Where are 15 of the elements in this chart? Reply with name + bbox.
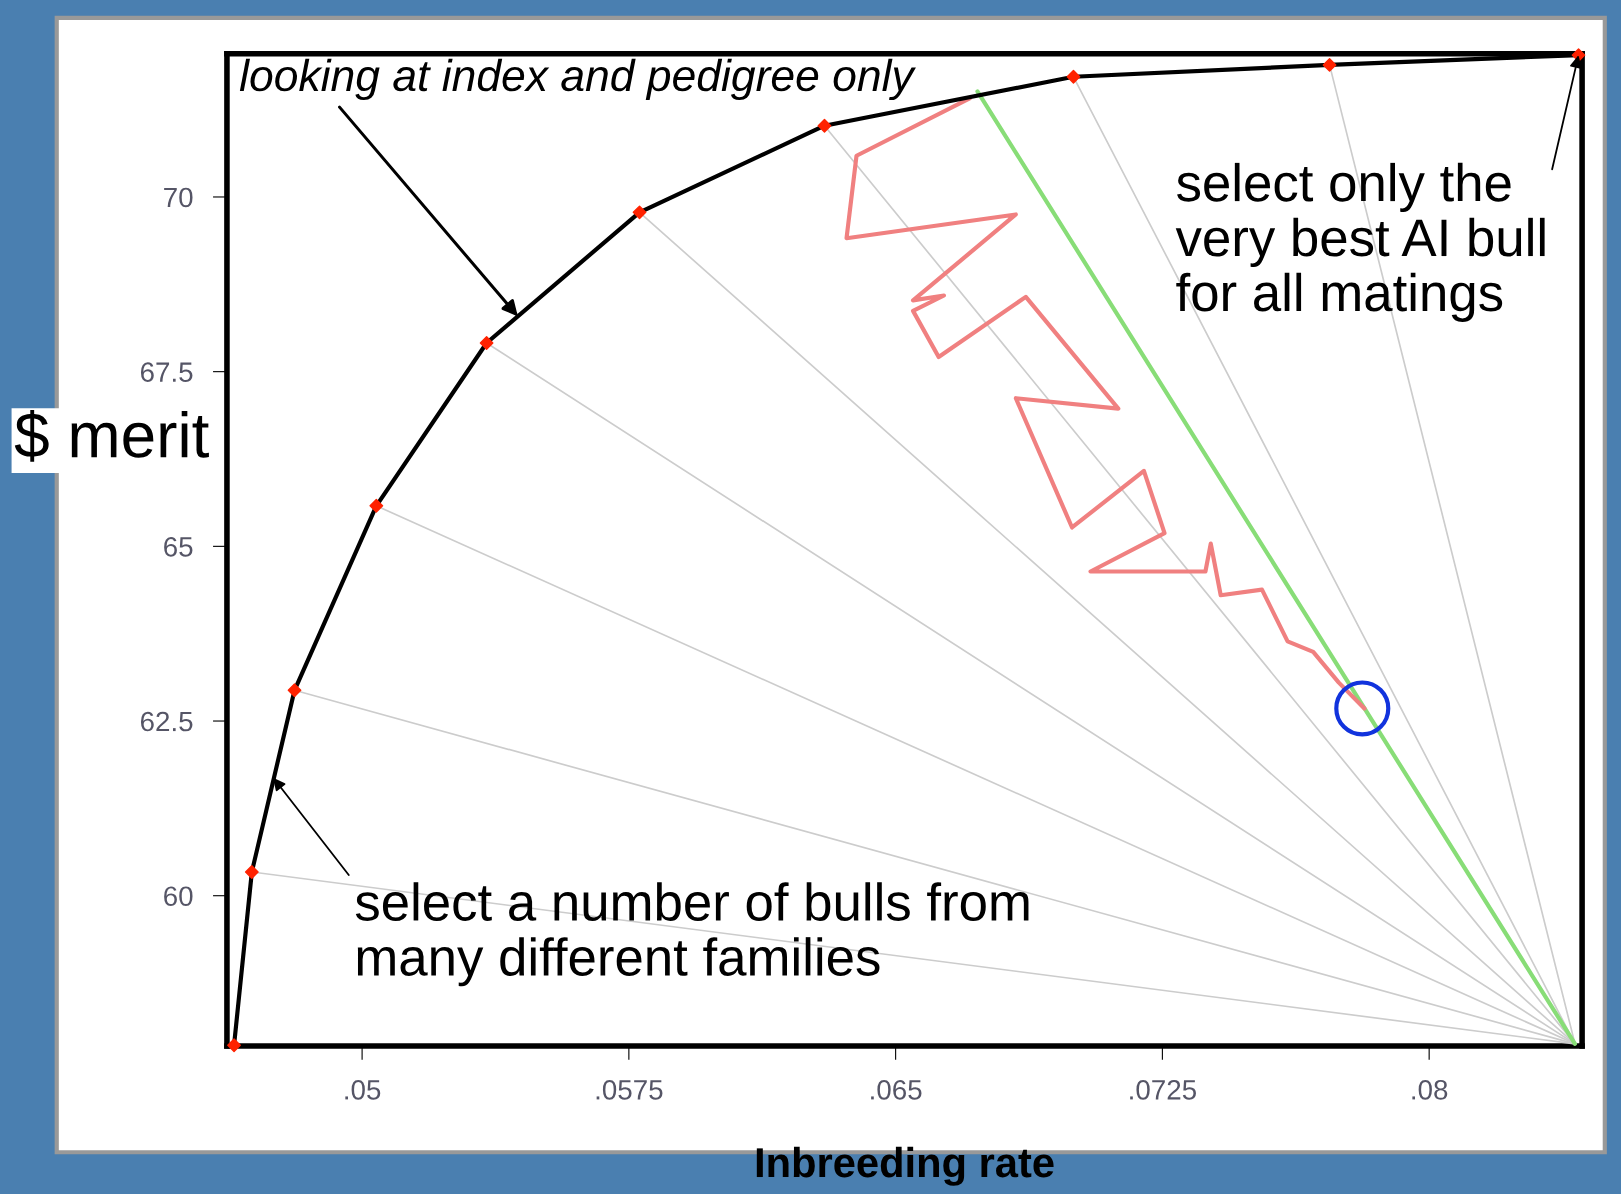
x-tick-label: .0575 <box>596 1080 663 1100</box>
x-tick-label: .05 <box>345 1080 381 1100</box>
x-tick-label: .065 <box>871 1080 922 1100</box>
y-tick-label: 65 <box>164 537 193 557</box>
annotation: looking at index and pedigree only <box>239 58 916 101</box>
x-axis-title: Inbreeding rate <box>756 1146 1054 1186</box>
x-tick-label: .08 <box>1412 1080 1448 1100</box>
annotation: select only the very best AI bull for all matings <box>1175 162 1545 322</box>
y-axis-title: $ merit <box>14 409 209 462</box>
y-tick-label: 67.5 <box>140 362 193 382</box>
y-tick-label: 62.5 <box>140 711 193 732</box>
y-tick-label: 60 <box>164 886 193 907</box>
y-tick-label: 70 <box>164 187 193 208</box>
x-tick-label: .0725 <box>1130 1080 1196 1100</box>
annotation: select a number of bulls from many different families <box>355 882 1029 987</box>
